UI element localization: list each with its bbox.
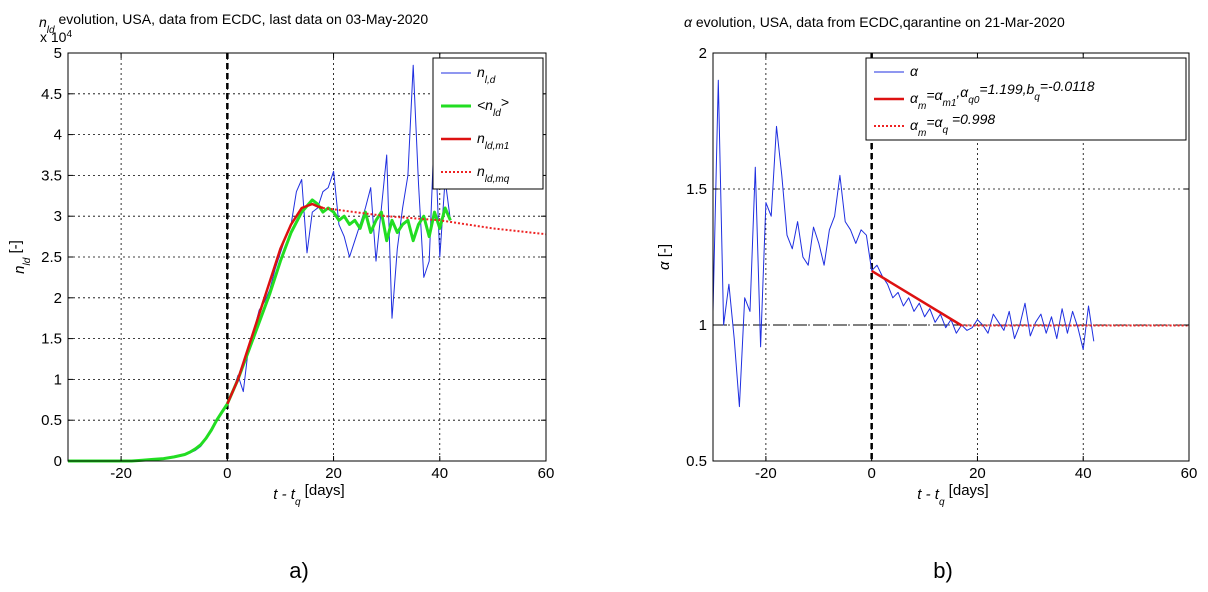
chart-panel-b: -20 0 20 40 60 0.5 1 1.5 2 α evolution, USA, data… [656, 14, 1197, 583]
series-line-2 [68, 198, 452, 463]
y-axis-label: α [-] [656, 244, 673, 270]
chart-title: nld evolution, USA, data from ECDC, last… [39, 11, 428, 36]
axes-box [712, 52, 1190, 462]
y-tick-label: 4 [54, 127, 62, 144]
y-tick-label: 3 [54, 208, 62, 225]
y-tick-label: 0 [54, 453, 62, 470]
x-tick-label: 0 [867, 465, 875, 482]
x-tick-label: -20 [755, 465, 777, 482]
x-tick-label: 60 [1181, 465, 1198, 482]
y-tick-label: 0.5 [41, 412, 62, 429]
legend-entry-4: nld,mq [477, 163, 510, 185]
y-tick-label: 5 [54, 45, 62, 62]
x-axis-label: t - tq [days] [273, 482, 344, 508]
y-tick-label: 4.5 [41, 86, 62, 103]
y-exponent: x 104 [40, 29, 72, 46]
x-axis-label: t - tq [days] [917, 482, 988, 508]
x-tick-label: 40 [1075, 465, 1092, 482]
legend-entry-1: nl,d [477, 64, 496, 86]
chart-title: α evolution, USA, data from ECDC,qaranti… [684, 14, 1065, 30]
legend-entry-1: α [910, 63, 919, 79]
x-tick-label: 20 [969, 465, 986, 482]
legend-entry-3: αm=αq =0.998 [910, 111, 995, 139]
y-tick-label: 1.5 [686, 181, 707, 198]
series-line-1 [712, 79, 1095, 408]
y-tick-label: 1 [54, 371, 62, 388]
legend-box [432, 57, 544, 190]
y-tick-label: 3.5 [41, 167, 62, 184]
y-tick-label: 0.5 [686, 453, 707, 470]
chart-panel-a: -20 0 20 40 60 0 0.5 1 1.5 2 2.5 3 3.5 4 4.5 5 nld evolu… [7, 11, 554, 583]
series-line-2 [871, 269, 963, 327]
y-tick-label: 2 [54, 290, 62, 307]
y-tick-label: 2 [699, 45, 707, 62]
x-tick-label: 20 [325, 465, 342, 482]
panel-label: a) [289, 558, 309, 583]
x-tick-label: -20 [110, 465, 132, 482]
legend-entry-2: αm=αm1,αq0=1.199,bq=-0.0118 [910, 78, 1095, 112]
legend-entry-2: <nld> [477, 94, 509, 119]
series-line-1 [68, 64, 451, 462]
y-tick-label: 2.5 [41, 249, 62, 266]
legend-entry-3: nld,m1 [477, 130, 509, 152]
y-tick-label: 1 [699, 317, 707, 334]
series-line-3 [226, 202, 324, 405]
x-tick-label: 60 [538, 465, 555, 482]
x-tick-label: 40 [431, 465, 448, 482]
series-line-4 [322, 207, 547, 236]
y-tick-label: 1.5 [41, 331, 62, 348]
legend-box [865, 57, 1187, 141]
panel-label: b) [933, 558, 953, 583]
x-tick-label: 0 [223, 465, 231, 482]
y-axis-label: nld [-] [7, 240, 33, 274]
